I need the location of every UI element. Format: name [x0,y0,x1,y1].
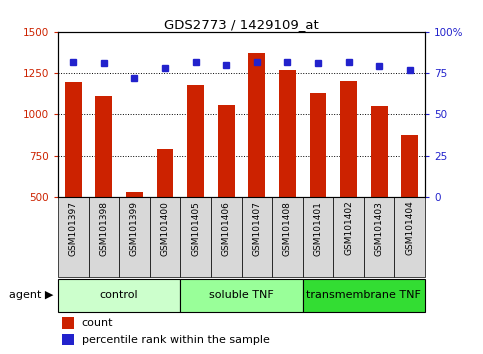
Text: GSM101401: GSM101401 [313,201,323,256]
Bar [248,53,265,197]
Bar [279,70,296,197]
Text: GSM101408: GSM101408 [283,201,292,256]
Text: control: control [100,290,139,300]
Text: GSM101406: GSM101406 [222,201,231,256]
Bar [65,82,82,197]
Bar [371,106,387,197]
Bar [62,317,73,329]
Text: GSM101402: GSM101402 [344,201,353,256]
Bar [96,96,112,197]
Text: GSM101397: GSM101397 [69,201,78,256]
Text: soluble TNF: soluble TNF [209,290,274,300]
Bar [310,93,327,197]
Bar [88,197,119,277]
Text: GSM101407: GSM101407 [252,201,261,256]
Bar [211,197,242,277]
Bar [303,279,425,312]
Bar [180,279,303,312]
Bar [303,197,333,277]
Bar [242,197,272,277]
Bar [58,197,88,277]
Bar [218,105,235,197]
Text: GSM101405: GSM101405 [191,201,200,256]
Text: GSM101399: GSM101399 [130,201,139,256]
Bar [150,197,180,277]
Bar [62,334,73,345]
Text: transmembrane TNF: transmembrane TNF [306,290,421,300]
Bar [180,197,211,277]
Bar [126,192,143,197]
Bar [187,85,204,197]
Text: percentile rank within the sample: percentile rank within the sample [82,335,270,345]
Text: count: count [82,318,114,328]
Title: GDS2773 / 1429109_at: GDS2773 / 1429109_at [164,18,319,31]
Bar [340,81,357,197]
Bar [119,197,150,277]
Text: GSM101404: GSM101404 [405,201,414,256]
Text: GSM101400: GSM101400 [160,201,170,256]
Bar [58,279,180,312]
Text: GSM101403: GSM101403 [375,201,384,256]
Bar [364,197,395,277]
Bar [156,149,173,197]
Text: agent ▶: agent ▶ [9,290,53,300]
Bar [333,197,364,277]
Bar [272,197,303,277]
Text: GSM101398: GSM101398 [99,201,108,256]
Bar [401,135,418,197]
Bar [395,197,425,277]
